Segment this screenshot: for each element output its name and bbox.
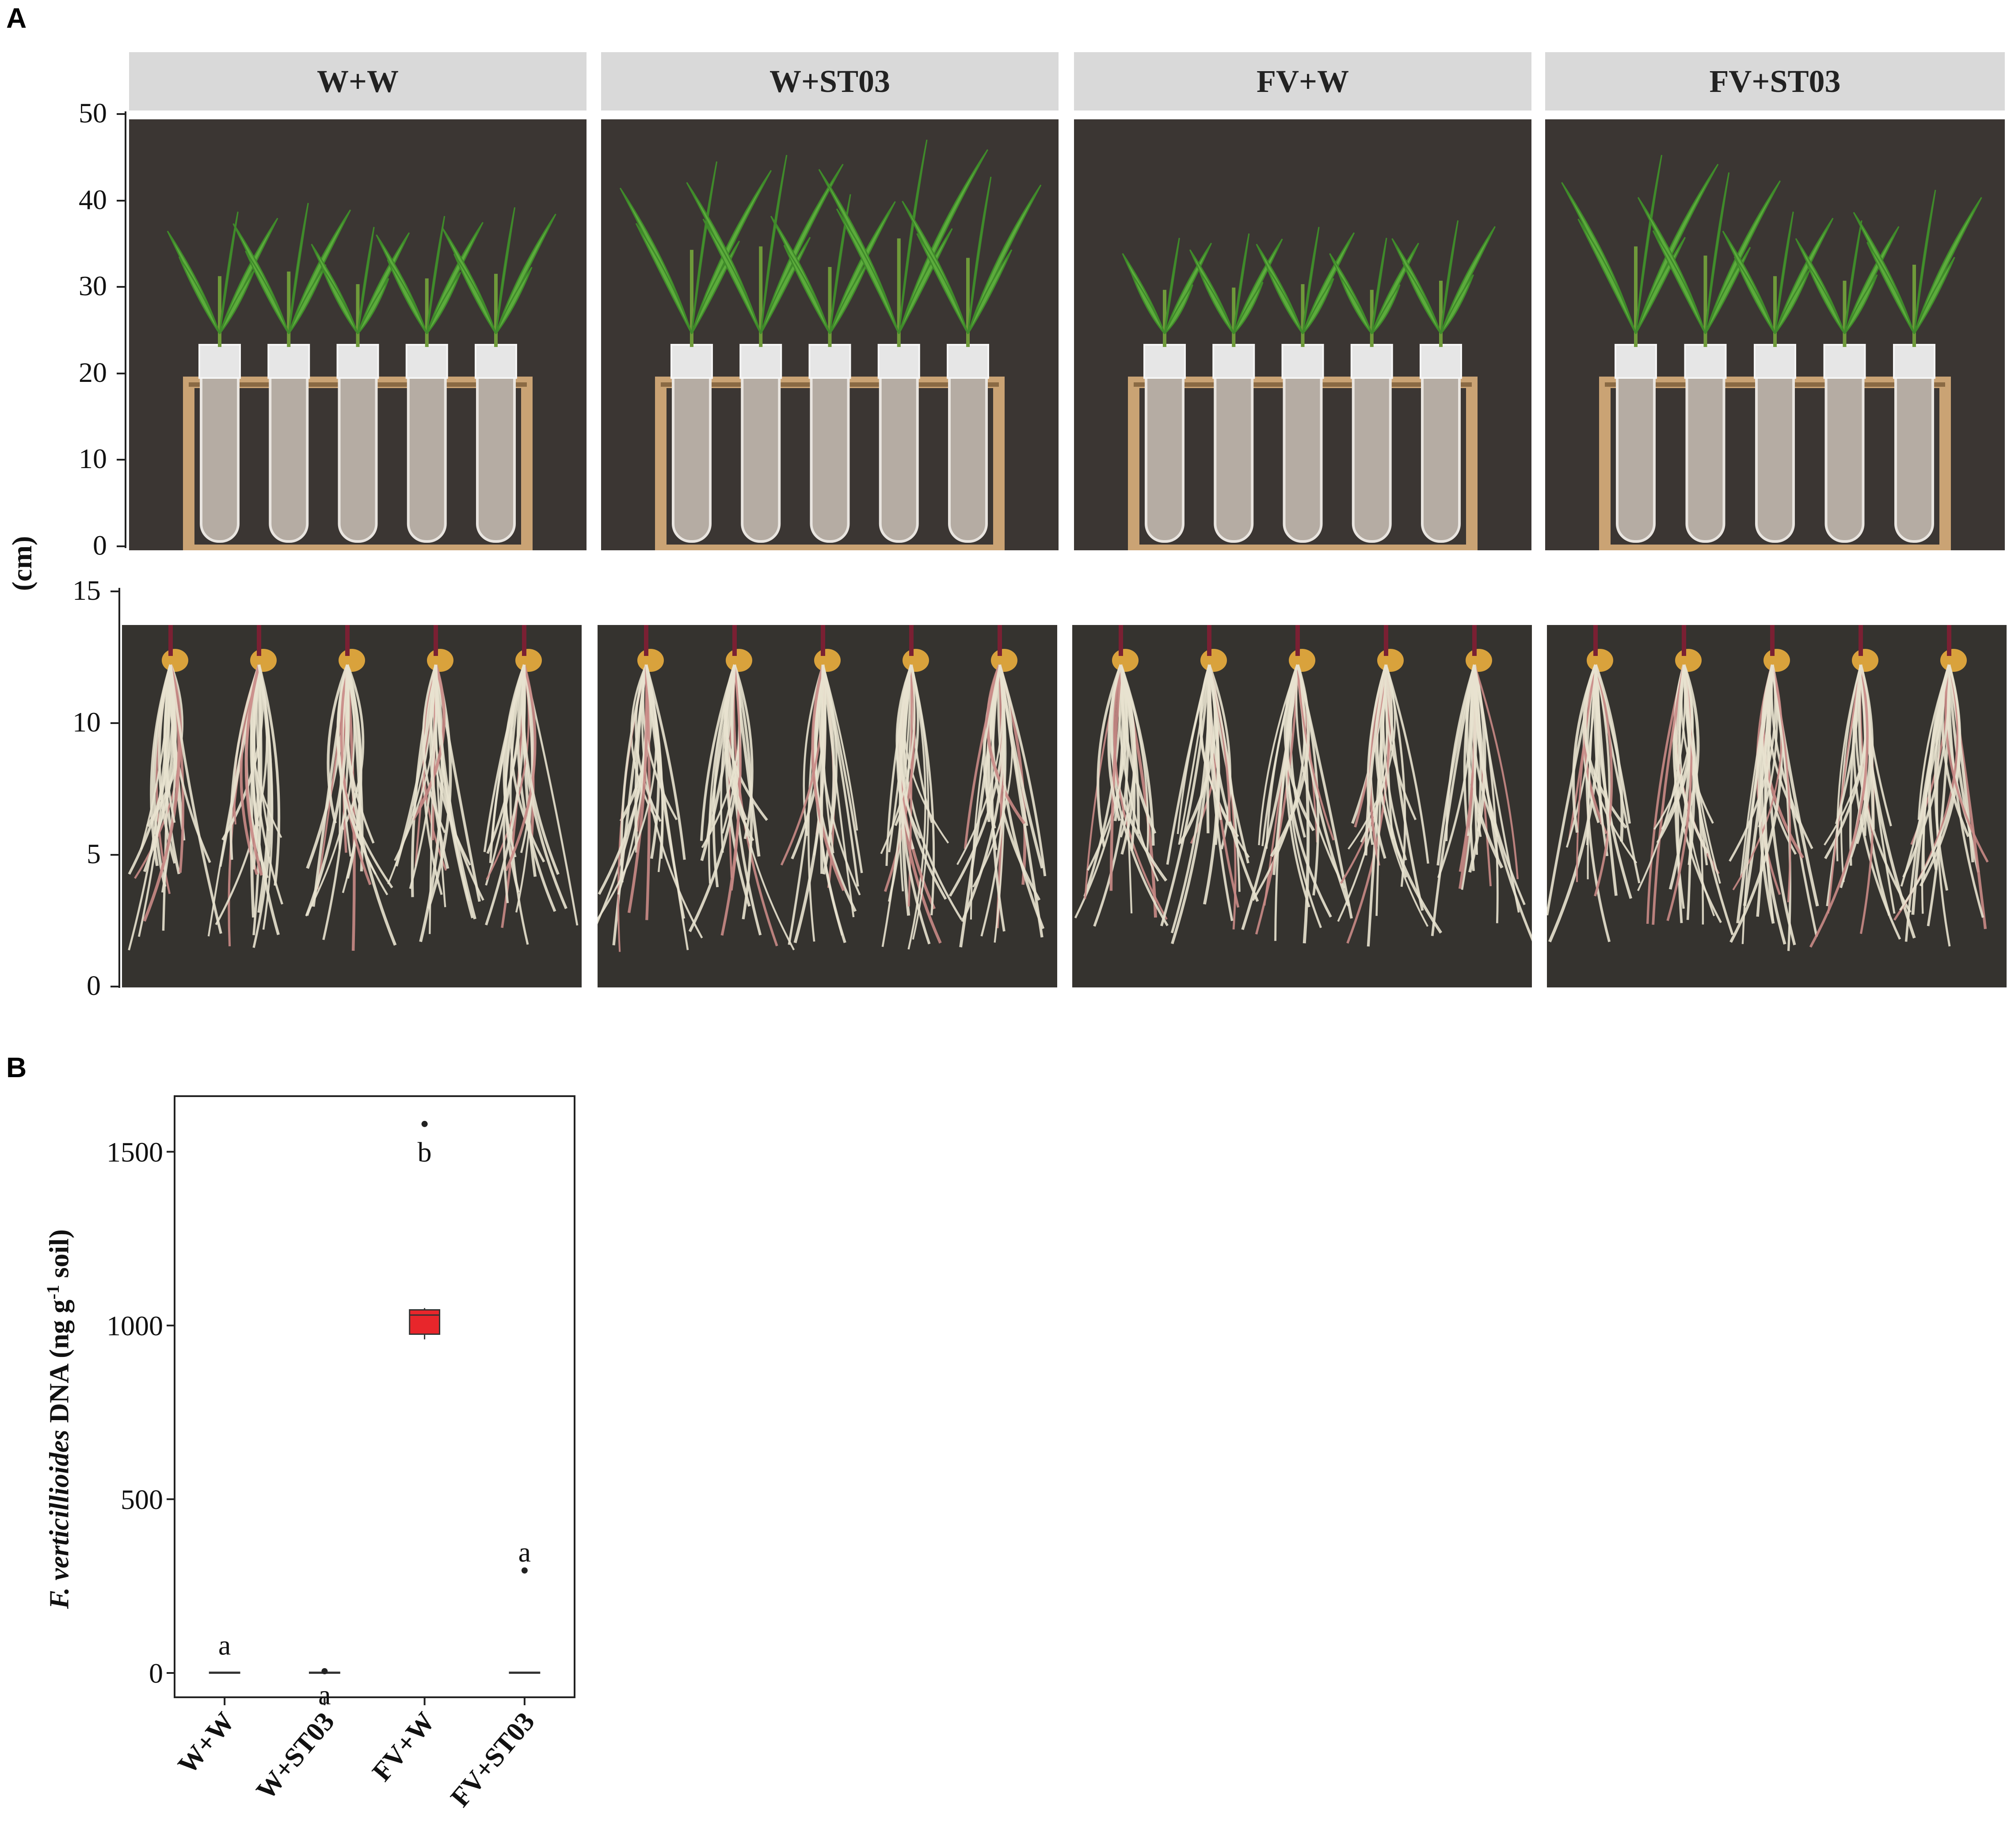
group-header-w-st03: W+ST03 bbox=[601, 52, 1059, 110]
shoot-photo-2 bbox=[1074, 119, 1531, 550]
y-label-end: soil) bbox=[44, 1229, 75, 1285]
root-photo-2 bbox=[1072, 625, 1532, 987]
shoot-axis-tick-label: 0 bbox=[93, 530, 107, 561]
significance-letter: a bbox=[318, 1679, 331, 1711]
y-tick-label: 1500 bbox=[107, 1136, 163, 1168]
group-header-fv-w: FV+W bbox=[1074, 52, 1531, 110]
shoot-axis-tick-label: 30 bbox=[79, 270, 107, 302]
panel-b-letter: B bbox=[6, 1052, 27, 1083]
shoot-axis-tick-label: 40 bbox=[79, 183, 107, 215]
box-W+ST03 bbox=[309, 1671, 340, 1674]
species-name: F. verticillioides bbox=[44, 1429, 75, 1609]
significance-letter: a bbox=[218, 1629, 231, 1661]
root-axis-tick-label: 15 bbox=[72, 575, 101, 606]
root-photo-3 bbox=[1547, 625, 2007, 987]
outlier-point bbox=[321, 1668, 328, 1675]
shoot-axis-tick bbox=[117, 459, 126, 461]
group-header-w-w: W+W bbox=[129, 52, 587, 110]
root-photo-1 bbox=[598, 625, 1057, 987]
box-FV+W bbox=[409, 1309, 441, 1335]
root-axis-line bbox=[118, 588, 120, 988]
y-label-text: DNA (ng g bbox=[44, 1299, 75, 1430]
shoot-photo-0 bbox=[129, 119, 587, 550]
outlier-point bbox=[421, 1120, 428, 1127]
y-tick-label: 0 bbox=[149, 1657, 163, 1689]
significance-letter: a bbox=[518, 1536, 531, 1568]
root-axis-tick bbox=[110, 722, 119, 724]
y-tick-label: 1000 bbox=[107, 1310, 163, 1341]
box-FV+ST03 bbox=[509, 1671, 541, 1674]
shoot-axis-tick-label: 50 bbox=[79, 97, 107, 129]
shoot-photo-1 bbox=[601, 119, 1059, 550]
shoot-axis-tick bbox=[117, 545, 126, 547]
y-label-superscript: -1 bbox=[43, 1284, 63, 1300]
shoot-axis-line bbox=[125, 111, 126, 548]
panel-a-letter: A bbox=[6, 2, 27, 34]
panel-b-y-axis-label: F. verticillioides DNA (ng g-1 soil) bbox=[42, 1229, 76, 1609]
root-axis-tick-label: 0 bbox=[87, 970, 101, 1001]
box-W+W bbox=[209, 1671, 240, 1674]
shoot-axis-tick bbox=[117, 113, 126, 115]
root-axis-tick bbox=[110, 591, 119, 592]
outlier-point bbox=[521, 1567, 528, 1574]
shoot-axis-tick-label: 20 bbox=[79, 356, 107, 388]
significance-letter: b bbox=[418, 1136, 432, 1168]
shoot-axis-tick bbox=[117, 372, 126, 374]
root-photo-0 bbox=[122, 625, 582, 987]
plot-frame bbox=[174, 1095, 575, 1698]
y-tick-label: 500 bbox=[121, 1484, 163, 1515]
shoot-photo-3 bbox=[1545, 119, 2005, 550]
root-axis-tick bbox=[110, 986, 119, 987]
shoot-axis-tick-label: 10 bbox=[79, 443, 107, 475]
unit-label: (cm) bbox=[6, 536, 38, 591]
shoot-axis-tick bbox=[117, 199, 126, 202]
root-axis-tick bbox=[110, 854, 119, 856]
group-header-fv-st03: FV+ST03 bbox=[1545, 52, 2005, 110]
root-axis-tick-label: 5 bbox=[87, 838, 101, 869]
root-axis-tick-label: 10 bbox=[72, 706, 101, 738]
shoot-axis-tick bbox=[117, 286, 126, 288]
